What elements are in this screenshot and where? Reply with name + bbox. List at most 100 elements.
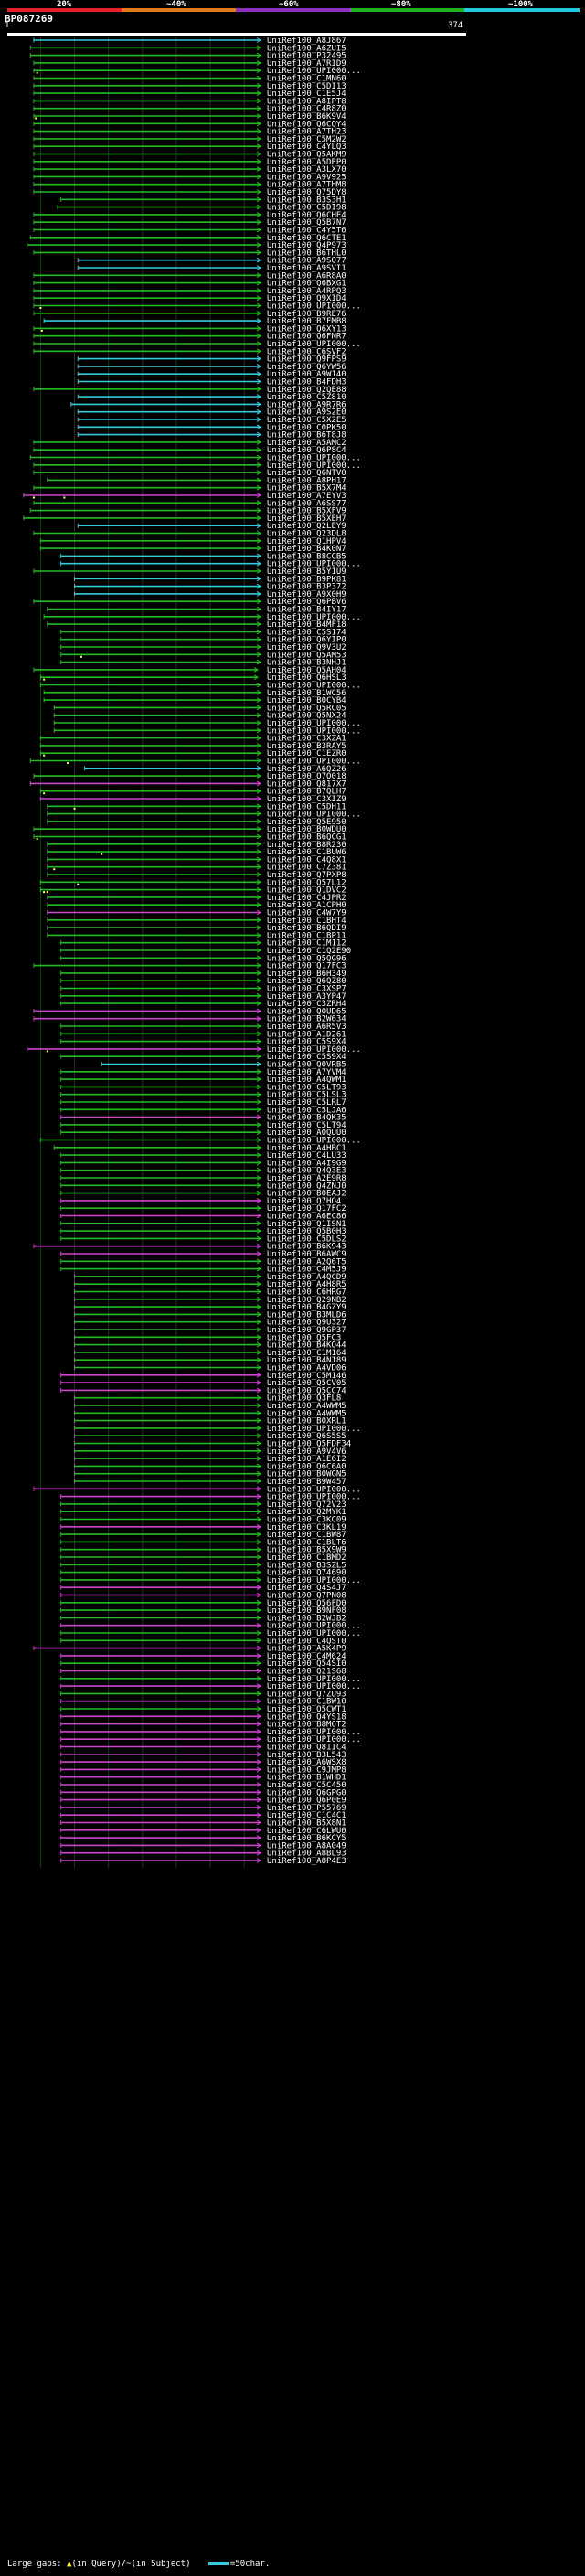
hit-label[interactable]: UniRef100_A8J867 (267, 37, 346, 46)
hit-label[interactable]: UniRef100_B6K9V4 (267, 112, 346, 122)
hit-label[interactable]: UniRef100_A4WWM5 (267, 1409, 346, 1418)
hit-label[interactable]: UniRef100_B9PK81 (267, 575, 346, 584)
hit-label[interactable]: UniRef100_UPI000... (267, 1493, 361, 1502)
hit-label[interactable]: UniRef100_UPI000... (267, 613, 361, 622)
hit-label[interactable]: UniRef100_A3LX70 (267, 165, 346, 175)
hit-label[interactable]: UniRef100_C7Z381 (267, 864, 346, 873)
hit-label[interactable]: UniRef100_Q817X7 (267, 779, 346, 789)
hit-label[interactable]: UniRef100_A1E6I2 (267, 1455, 346, 1464)
hit-label[interactable]: UniRef100_P32495 (267, 52, 346, 61)
hit-label[interactable]: UniRef100_B3P372 (267, 583, 346, 592)
hit-label[interactable]: UniRef100_Q17FC3 (267, 962, 346, 971)
hit-label[interactable]: UniRef100_A8IPT8 (267, 97, 346, 106)
hit-label[interactable]: UniRef100_B8CCB5 (267, 552, 346, 561)
hit-label[interactable]: UniRef100_B4IY17 (267, 606, 346, 615)
hit-label[interactable]: UniRef100_Q4YS18 (267, 1712, 346, 1722)
hit-label[interactable]: UniRef100_Q2LEY9 (267, 522, 346, 531)
hit-label[interactable]: UniRef100_Q5E950 (267, 818, 346, 827)
hit-label[interactable]: UniRef100_A6R8A0 (267, 271, 346, 281)
hit-label[interactable]: UniRef100_UPI000... (267, 560, 361, 569)
hit-label[interactable]: UniRef100_B4MF18 (267, 620, 346, 630)
hit-label[interactable]: UniRef100_Q6FNR7 (267, 333, 346, 342)
hit-label[interactable]: UniRef100_A9V4V6 (267, 1447, 346, 1457)
hit-label[interactable]: UniRef100_UPI000... (267, 340, 361, 349)
hit-label[interactable]: UniRef100_B5X7M4 (267, 484, 346, 493)
hit-label[interactable]: UniRef100_B3SZL5 (267, 1561, 346, 1570)
hit-label[interactable]: UniRef100_B8R230 (267, 841, 346, 850)
hit-label[interactable]: UniRef100_Q6HSL3 (267, 673, 346, 683)
hit-label[interactable]: UniRef100_B6THL0 (267, 249, 346, 258)
hit-label[interactable]: UniRef100_UPI000... (267, 1629, 361, 1638)
hit-label[interactable]: UniRef100_C4R8Z0 (267, 105, 346, 114)
hit-label[interactable]: UniRef100_A6WSX8 (267, 1758, 346, 1767)
hit-label[interactable]: UniRef100_Q4S4J7 (267, 1584, 346, 1593)
hit-label[interactable]: UniRef100_Q6QZ80 (267, 977, 346, 986)
hit-label[interactable]: UniRef100_B4N189 (267, 1356, 346, 1365)
hit-label[interactable]: UniRef100_C5X2E5 (267, 416, 346, 425)
hit-label[interactable]: UniRef100_C1BHT4 (267, 917, 346, 926)
hit-label[interactable]: UniRef100_A1D261 (267, 1030, 346, 1039)
hit-label[interactable]: UniRef100_UPI000... (267, 67, 361, 76)
hit-label[interactable]: UniRef100_C3KL19 (267, 1523, 346, 1532)
hit-label[interactable]: UniRef100_C4QST0 (267, 1637, 346, 1646)
hit-label[interactable]: UniRef100_B6KCY5 (267, 1834, 346, 1843)
hit-label[interactable]: UniRef100_B1WHD1 (267, 1774, 346, 1783)
hit-label[interactable]: UniRef100_A4QWM1 (267, 1076, 346, 1085)
hit-label[interactable]: UniRef100_Q0UD65 (267, 1007, 346, 1016)
hit-label[interactable]: UniRef100_Q6S5S5 (267, 1432, 346, 1441)
hit-label[interactable]: UniRef100_Q9GP37 (267, 1326, 346, 1335)
hit-label[interactable]: UniRef100_C9JMP8 (267, 1765, 346, 1775)
hit-label[interactable]: UniRef100_Q1DVC2 (267, 886, 346, 896)
hit-label[interactable]: UniRef100_A4I9G9 (267, 1159, 346, 1168)
hit-label[interactable]: UniRef100_C6HRG7 (267, 1288, 346, 1298)
hit-label[interactable]: UniRef100_B3MLD6 (267, 1310, 346, 1320)
hit-label[interactable]: UniRef100_B0EAJ2 (267, 1190, 346, 1199)
hit-label[interactable]: UniRef100_A9V925 (267, 173, 346, 182)
hit-label[interactable]: UniRef100_Q7Q018 (267, 772, 346, 781)
hit-label[interactable]: UniRef100_Q17FC2 (267, 1204, 346, 1214)
hit-label[interactable]: UniRef100_UPI000... (267, 1137, 361, 1146)
hit-label[interactable]: UniRef100_Q6BXG1 (267, 280, 346, 289)
hit-label[interactable]: UniRef100_Q7ZU93 (267, 1690, 346, 1699)
hit-label[interactable]: UniRef100_B4GZY9 (267, 1303, 346, 1312)
hit-label[interactable]: UniRef100_Q7PN08 (267, 1592, 346, 1601)
hit-label[interactable]: UniRef100_Q6YW56 (267, 363, 346, 372)
hit-label[interactable]: UniRef100_Q6CTE1 (267, 234, 346, 243)
hit-label[interactable]: UniRef100_C4Q8X1 (267, 855, 346, 864)
hit-label[interactable]: UniRef100_UPI000... (267, 302, 361, 312)
hit-label[interactable]: UniRef100_B9NF08 (267, 1606, 346, 1616)
hit-label[interactable]: UniRef100_A6EC86 (267, 1213, 346, 1222)
hit-label[interactable]: UniRef100_C5M146 (267, 1372, 346, 1381)
hit-label[interactable]: UniRef100_A8BL93 (267, 1850, 346, 1859)
hit-label[interactable]: UniRef100_C5S174 (267, 628, 346, 637)
hit-label[interactable]: UniRef100_A7TH23 (267, 128, 346, 137)
hit-label[interactable]: UniRef100_Q81IC4 (267, 1744, 346, 1753)
hit-label[interactable]: UniRef100_C5LT94 (267, 1121, 346, 1130)
hit-label[interactable]: UniRef100_UPI000... (267, 726, 361, 736)
hit-label[interactable]: UniRef100_Q6YIP0 (267, 636, 346, 645)
hit-label[interactable]: UniRef100_Q6C6A0 (267, 1462, 346, 1471)
hit-label[interactable]: UniRef100_C4Y5T6 (267, 227, 346, 236)
hit-label[interactable]: UniRef100_B6AWC9 (267, 1250, 346, 1259)
hit-label[interactable]: UniRef100_C3XSP7 (267, 985, 346, 994)
hit-label[interactable]: UniRef100_Q5NX24 (267, 712, 346, 721)
hit-label[interactable]: UniRef100_C1C4C1 (267, 1811, 346, 1820)
hit-label[interactable]: UniRef100_UPI000... (267, 682, 361, 691)
hit-label[interactable]: UniRef100_UPI000... (267, 1728, 361, 1737)
hit-label[interactable]: UniRef100_A4VD06 (267, 1364, 346, 1373)
hit-label[interactable]: UniRef100_Q72V23 (267, 1500, 346, 1510)
hit-label[interactable]: UniRef100_A9SVI1 (267, 264, 346, 273)
hit-label[interactable]: UniRef100_Q29NB2 (267, 1296, 346, 1305)
hit-label[interactable]: UniRef100_C6SVF2 (267, 347, 346, 356)
hit-label[interactable]: UniRef100_B4QK35 (267, 1114, 346, 1123)
hit-label[interactable]: UniRef100_Q5AH04 (267, 666, 346, 675)
hit-label[interactable]: UniRef100_A8P4E3 (267, 1857, 346, 1866)
hit-label[interactable]: UniRef100_UPI000... (267, 1682, 361, 1691)
hit-label[interactable]: UniRef100_C4W7Y9 (267, 909, 346, 918)
hit-label[interactable]: UniRef100_C4M624 (267, 1652, 346, 1661)
hit-label[interactable]: UniRef100_Q7PXP8 (267, 871, 346, 880)
hit-label[interactable]: UniRef100_C1BW10 (267, 1698, 346, 1707)
hit-label[interactable]: UniRef100_Q6P0E9 (267, 1797, 346, 1806)
hit-label[interactable]: UniRef100_A1CPH0 (267, 901, 346, 910)
hit-label[interactable]: UniRef100_C3XIZ9 (267, 795, 346, 804)
